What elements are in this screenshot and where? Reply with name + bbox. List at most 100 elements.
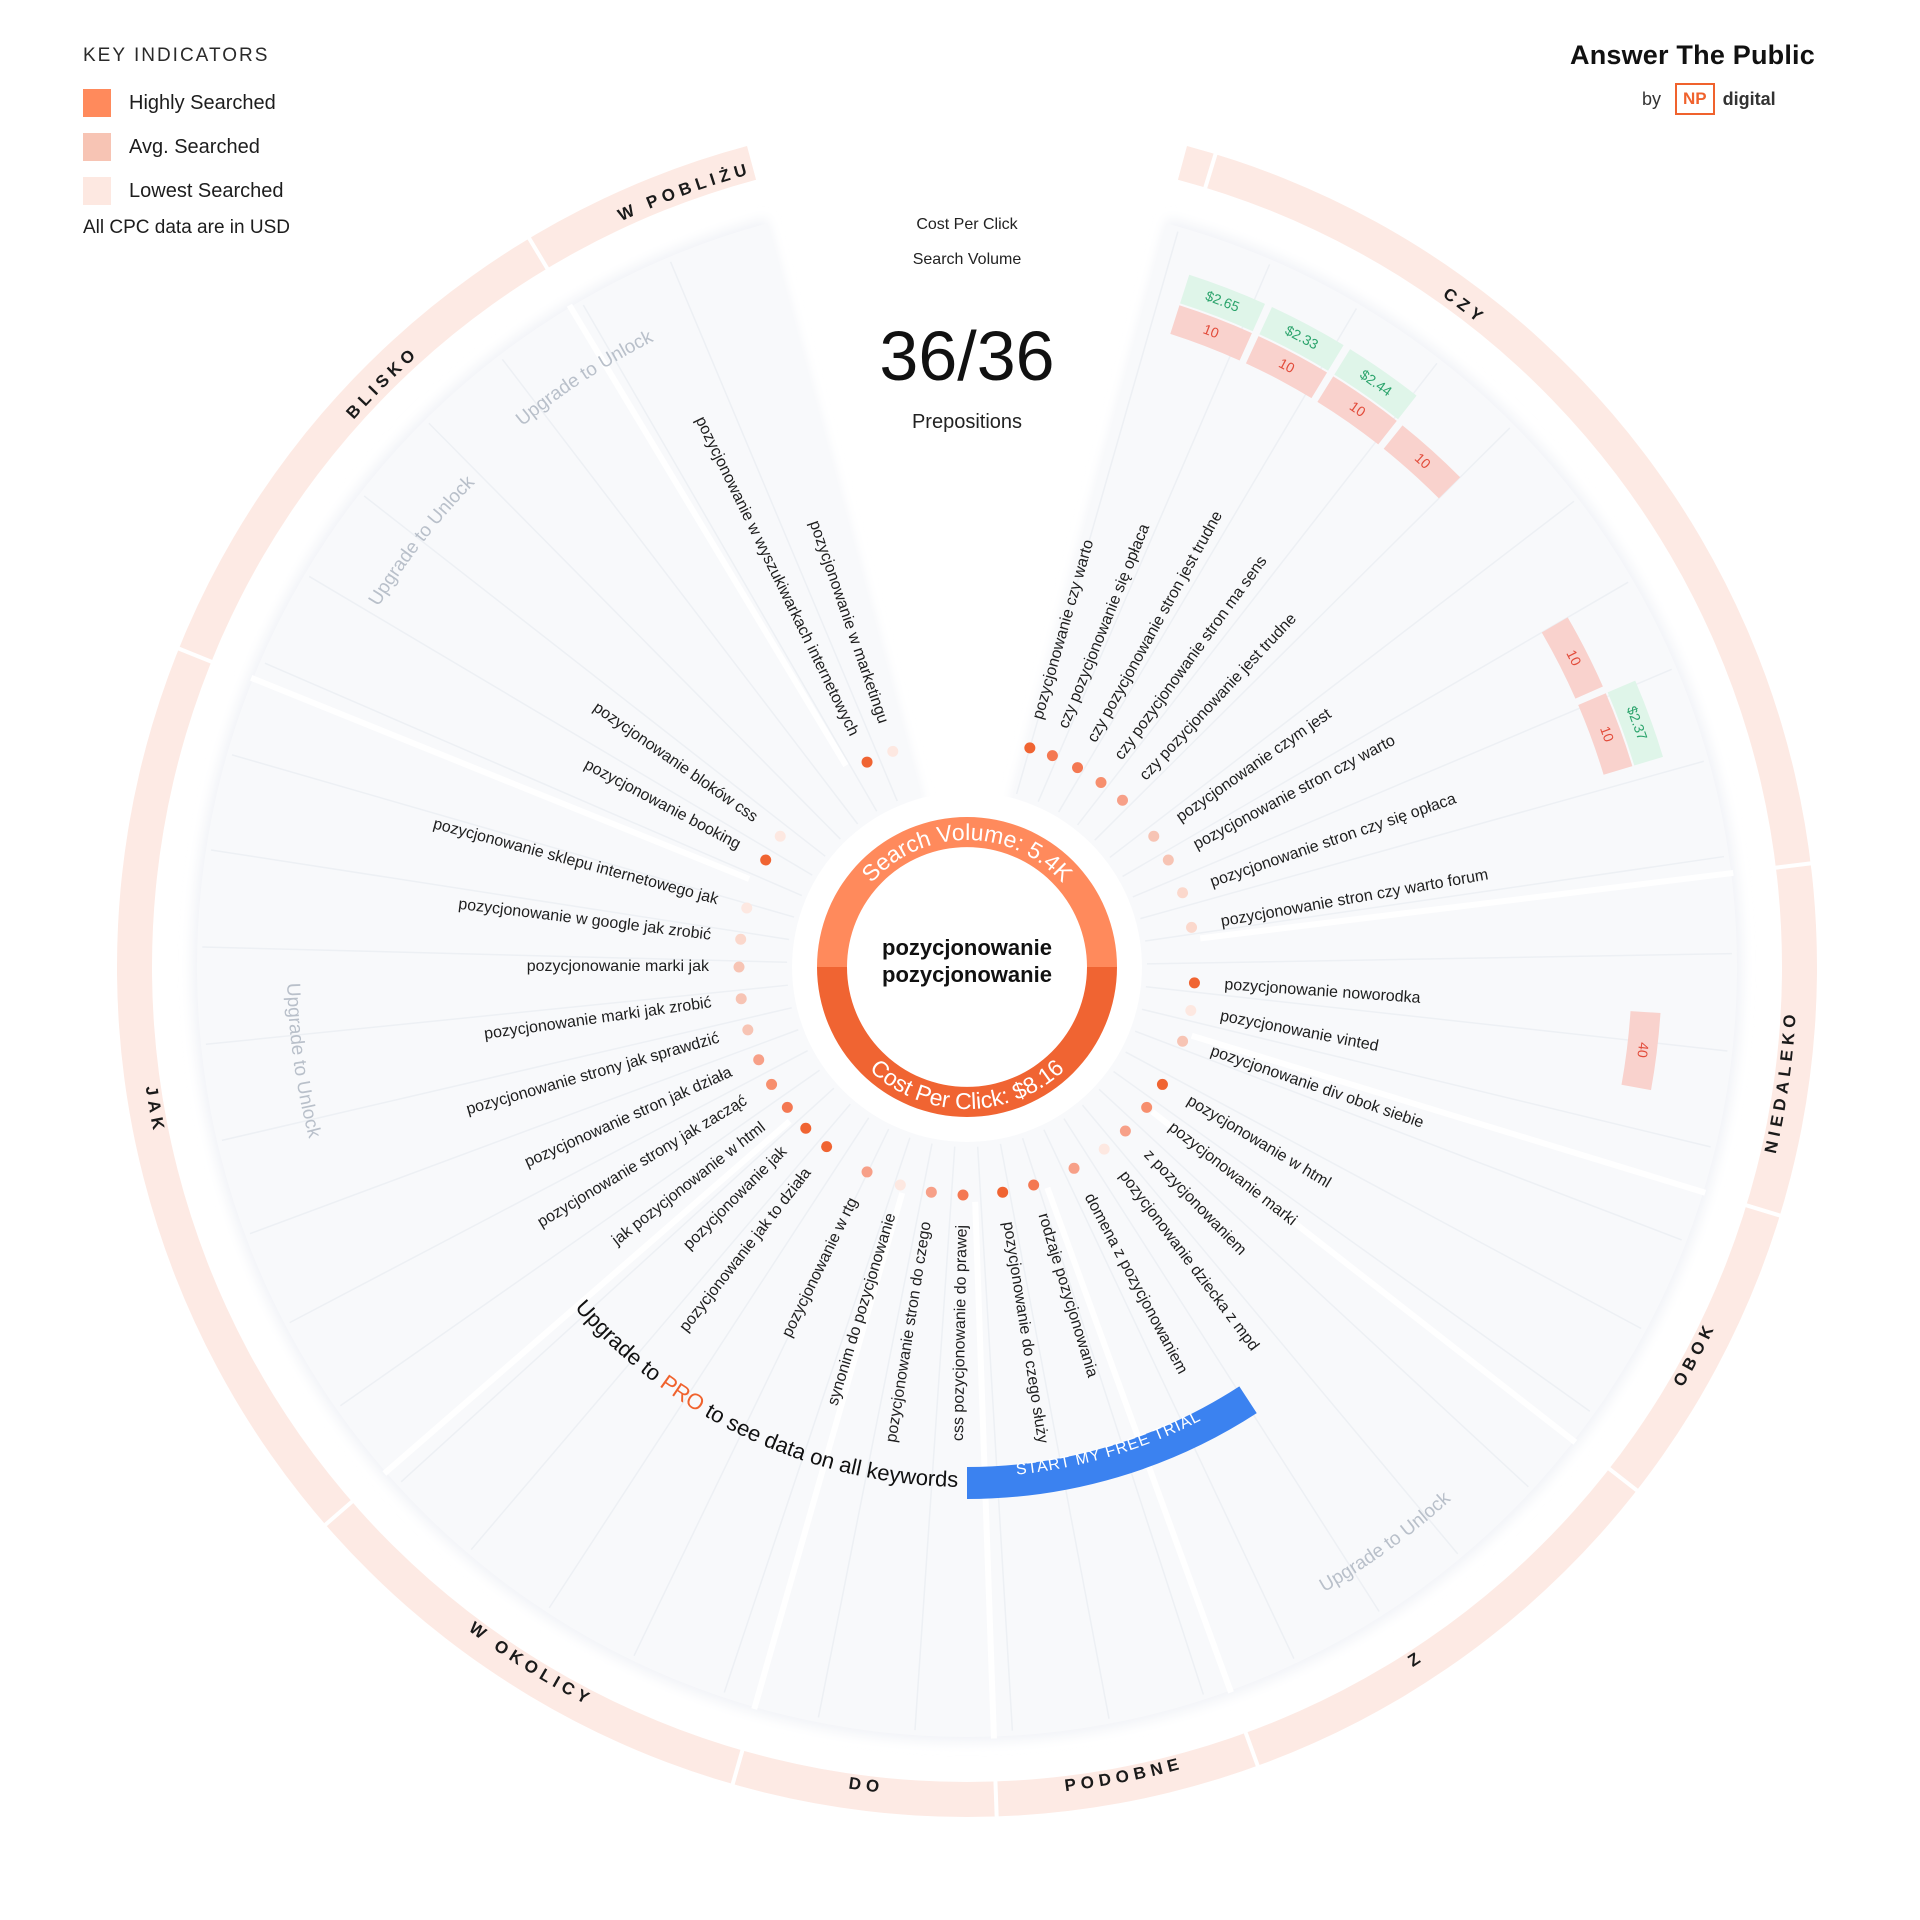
spoke-dot bbox=[1186, 921, 1198, 933]
spoke-panel bbox=[192, 218, 1743, 1743]
preposition-label-text: DO bbox=[848, 1774, 881, 1797]
spoke-dot bbox=[800, 1122, 812, 1134]
search-volume-cell bbox=[1317, 376, 1397, 445]
spoke-guide bbox=[501, 358, 859, 825]
legend-row-high: Highly Searched bbox=[83, 81, 290, 125]
search-volume-cell bbox=[1621, 1011, 1661, 1091]
center-keyword-line2: pozycjonowanie bbox=[882, 962, 1052, 987]
spoke-dot bbox=[735, 993, 747, 1005]
group-gap bbox=[751, 1192, 906, 1710]
spoke-dot bbox=[1185, 1005, 1197, 1017]
outer-ring-divider bbox=[321, 1498, 356, 1529]
spoke-guide bbox=[582, 304, 878, 812]
search-volume-value: 10 bbox=[1201, 321, 1221, 342]
legend-title: KEY INDICATORS bbox=[83, 45, 270, 66]
brand-digital: digital bbox=[1722, 88, 1776, 109]
search-volume-arc bbox=[817, 817, 1117, 967]
spoke-guide bbox=[221, 1007, 792, 1142]
legend-label: Avg. Searched bbox=[129, 135, 260, 158]
group-gap bbox=[1190, 1032, 1707, 1196]
cpc-cell bbox=[1607, 680, 1663, 766]
prepositions-subtitle: Prepositions bbox=[912, 411, 1022, 433]
spoke-guide bbox=[339, 1069, 820, 1407]
spoke-dot bbox=[766, 1078, 778, 1090]
brand-sub: by NP digital bbox=[1642, 83, 1870, 115]
spoke-guide bbox=[205, 984, 788, 1046]
search-volume-header: Search Volume bbox=[913, 251, 1022, 268]
spoke-dot bbox=[1148, 830, 1160, 842]
spoke-dot bbox=[997, 1186, 1009, 1198]
spoke-guide bbox=[1125, 1051, 1642, 1330]
key-indicators-legend: KEY INDICATORS Highly Searched Avg. Sear… bbox=[83, 45, 290, 239]
outer-ring-divider bbox=[1242, 1729, 1261, 1770]
spoke-guide bbox=[363, 495, 826, 857]
legend-label: Lowest Searched bbox=[129, 179, 284, 202]
spoke-dot bbox=[1024, 742, 1036, 754]
spoke-guide bbox=[633, 1128, 890, 1657]
spoke-guide bbox=[1094, 427, 1511, 841]
spoke-dot bbox=[1068, 1162, 1080, 1174]
outer-ring-divider bbox=[525, 234, 551, 273]
search-volume-cell bbox=[1541, 617, 1603, 699]
spoke-guide bbox=[1021, 1137, 1205, 1695]
spoke-dot bbox=[1156, 1078, 1168, 1090]
spoke-dot bbox=[861, 1166, 873, 1178]
spoke-guide bbox=[400, 1087, 835, 1483]
spoke-dot bbox=[1162, 854, 1174, 866]
spoke-dot bbox=[781, 1101, 793, 1113]
panel-background bbox=[196, 223, 1737, 1738]
spoke-dot bbox=[760, 854, 772, 866]
spoke-dot bbox=[753, 1054, 765, 1066]
spoke-dot bbox=[1098, 1143, 1110, 1155]
spoke-dot bbox=[741, 902, 753, 914]
spoke-guide bbox=[999, 1143, 1110, 1719]
spoke-dot bbox=[735, 933, 747, 945]
spoke-dot bbox=[925, 1186, 937, 1198]
cpc-cell bbox=[1180, 274, 1266, 332]
search-volume-value: 10 bbox=[1276, 355, 1297, 377]
legend-swatch-high bbox=[83, 89, 111, 117]
legend-label: Highly Searched bbox=[129, 91, 276, 114]
outer-ring-divider bbox=[1742, 1202, 1784, 1219]
spoke-guide bbox=[210, 849, 790, 941]
cost-per-click-arc bbox=[817, 967, 1117, 1117]
spoke-dot bbox=[887, 745, 899, 757]
spoke-dot bbox=[742, 1024, 754, 1036]
spoke-guide bbox=[1145, 855, 1725, 942]
spoke-guide bbox=[1063, 1118, 1380, 1612]
brand-by: by bbox=[1642, 88, 1662, 109]
spoke-guide bbox=[1141, 1008, 1711, 1148]
spoke-dot bbox=[1177, 887, 1189, 899]
search-volume-value: 40 bbox=[1634, 1041, 1652, 1059]
spoke-dot bbox=[1141, 1101, 1153, 1113]
search-volume-value: 10 bbox=[1597, 724, 1617, 744]
keyword-label[interactable]: pozycjonowanie marki jak bbox=[527, 958, 710, 975]
spoke-dot bbox=[821, 1141, 833, 1153]
search-volume-value: 10 bbox=[1563, 647, 1584, 668]
outer-ring-divider bbox=[1605, 1465, 1641, 1494]
spoke-guide bbox=[428, 422, 841, 840]
spoke-guide bbox=[231, 754, 795, 918]
spoke-guide bbox=[289, 1050, 808, 1324]
spoke-guide bbox=[723, 1137, 911, 1693]
preposition-count: 36/36 bbox=[879, 317, 1054, 395]
spoke-guide bbox=[1122, 581, 1629, 878]
spoke-guide bbox=[264, 662, 803, 897]
cpc-cell bbox=[1259, 307, 1344, 371]
group-gap bbox=[1150, 1109, 1578, 1445]
cpc-cell bbox=[1334, 349, 1417, 420]
keyword-label[interactable]: css pozycjonowanie do prawej bbox=[950, 1225, 971, 1441]
cpc-currency-note: All CPC data are in USD bbox=[83, 217, 290, 238]
spoke-dot bbox=[1177, 1035, 1189, 1047]
legend-swatch-low bbox=[83, 177, 111, 205]
header-block: Cost Per Click Search Volume 36/36 Prepo… bbox=[879, 216, 1054, 433]
search-volume-cell bbox=[1383, 425, 1461, 499]
brand-logo[interactable]: Answer The Public by NP digital bbox=[1570, 40, 1870, 115]
start-free-trial-button[interactable] bbox=[967, 1386, 1257, 1499]
spoke-guide bbox=[1113, 1070, 1591, 1412]
search-volume-cell bbox=[1170, 305, 1252, 361]
spoke-guide bbox=[817, 1143, 933, 1718]
spoke-guide bbox=[1015, 231, 1179, 795]
